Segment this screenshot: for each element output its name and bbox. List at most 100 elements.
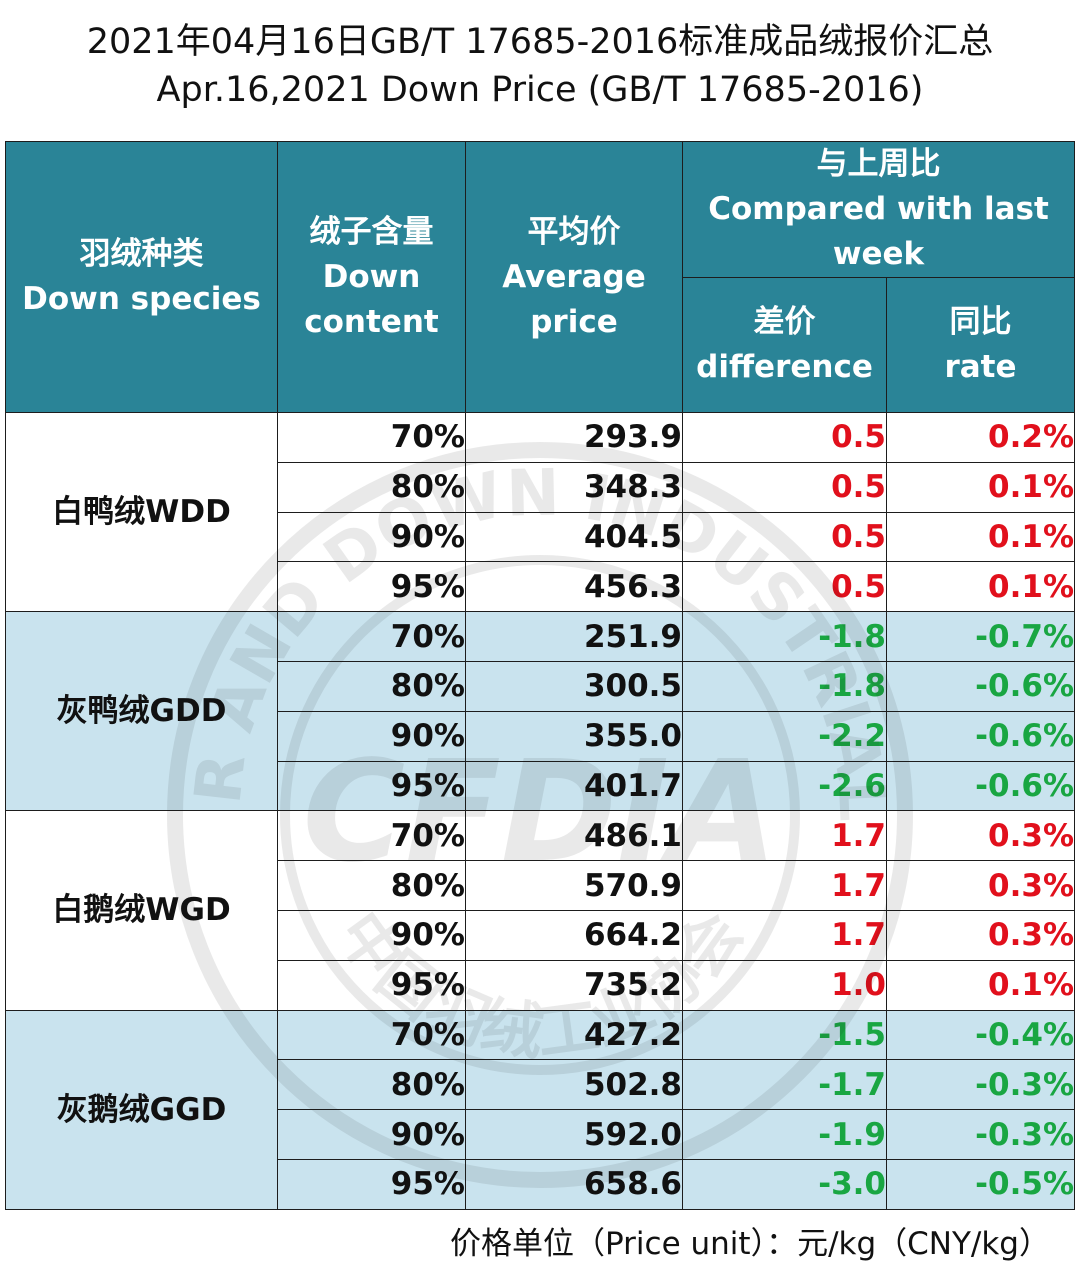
header-diff-en: difference — [696, 349, 873, 385]
price-difference-cell: -3.0 — [682, 1158, 887, 1210]
table-row: 80% 348.3 0.5 0.1% — [6, 461, 1076, 513]
table-row: 95% 735.2 1.0 0.1% — [6, 959, 1076, 1011]
change-rate-cell: 0.1% — [885, 461, 1076, 513]
table-row: 80% 300.5 -1.8 -0.6% — [6, 660, 1076, 712]
down-content-cell: 70% — [277, 810, 466, 862]
change-rate-cell: 0.2% — [885, 412, 1076, 463]
change-rate-cell: 0.1% — [885, 561, 1076, 613]
table-row: 80% 502.8 -1.7 -0.3% — [6, 1059, 1076, 1111]
header-rate-en: rate — [944, 349, 1017, 385]
down-content-cell: 90% — [277, 710, 466, 762]
down-content-cell: 90% — [277, 909, 466, 961]
average-price-cell: 251.9 — [465, 611, 683, 662]
table-row: 白鸭绒WDD 70% 293.9 0.5 0.2% — [5, 411, 1076, 613]
average-price-cell: 502.8 — [465, 1059, 683, 1111]
header-compare-cn: 与上周比 — [816, 146, 941, 182]
table-row: 95% 658.6 -3.0 -0.5% — [6, 1158, 1076, 1210]
price-difference-cell: 0.5 — [682, 561, 887, 613]
change-rate-cell: 0.3% — [885, 909, 1076, 961]
down-content-cell: 70% — [277, 1009, 466, 1061]
change-rate-cell: 0.1% — [885, 959, 1076, 1011]
price-unit-note: 价格单位（Price unit）：元/kg（CNY/kg） — [450, 1226, 1050, 1262]
change-rate-cell: 0.3% — [885, 860, 1076, 911]
change-rate-cell: 0.1% — [885, 511, 1076, 563]
header-diff-cn: 差价 — [753, 304, 816, 340]
header-diff: 差价 difference — [682, 277, 887, 413]
down-content-cell: 80% — [277, 1059, 466, 1111]
down-content-cell: 70% — [277, 611, 466, 662]
table-row: 95% 401.7 -2.6 -0.6% — [6, 760, 1076, 812]
header-compare-en2: week — [832, 236, 925, 272]
table-row: 白鹅绒WGD 70% 486.1 1.7 0.3% — [5, 810, 1076, 1011]
header-species-en: Down species — [22, 281, 261, 317]
average-price-cell: 355.0 — [465, 710, 683, 762]
page-subtitle: Apr.16,2021 Down Price (GB/T 17685-2016) — [156, 70, 924, 110]
change-rate-cell: -0.6% — [885, 760, 1076, 812]
change-rate-cell: -0.3% — [885, 1109, 1076, 1160]
table-row: 灰鹅绒GGD 70% 427.2 -1.5 -0.4% — [5, 1009, 1076, 1210]
down-content-cell: 95% — [277, 760, 466, 812]
change-rate-cell: -0.4% — [885, 1009, 1076, 1061]
average-price-cell: 664.2 — [465, 909, 683, 961]
species-cell: 白鹅绒WGD — [5, 810, 278, 1011]
price-difference-cell: -1.8 — [682, 611, 887, 662]
average-price-cell: 401.7 — [465, 760, 683, 812]
change-rate-cell: 0.3% — [885, 810, 1076, 862]
change-rate-cell: -0.6% — [885, 660, 1076, 712]
header-price-en1: Average — [502, 258, 646, 295]
header-content-en2: content — [304, 303, 439, 340]
average-price-cell: 293.9 — [465, 412, 683, 463]
header-content: 绒子含量 Down content — [277, 141, 466, 413]
header-rate-cn: 同比 — [949, 304, 1012, 340]
header-compare-en1: Compared with last — [708, 191, 1049, 227]
down-content-cell: 90% — [277, 1109, 466, 1160]
header-price-en2: price — [530, 303, 618, 340]
down-content-cell: 95% — [277, 959, 466, 1011]
price-table: 羽绒种类 Down species 绒子含量 Down content 平均价 … — [5, 141, 1076, 1210]
down-content-cell: 80% — [277, 860, 466, 911]
price-difference-cell: 1.7 — [682, 909, 887, 961]
header-rate: 同比 rate — [885, 277, 1076, 413]
species-cell: 灰鹅绒GGD — [5, 1009, 278, 1210]
price-difference-cell: -1.8 — [682, 660, 887, 712]
average-price-cell: 735.2 — [465, 959, 683, 1011]
down-content-cell: 80% — [277, 461, 466, 513]
average-price-cell: 300.5 — [465, 660, 683, 712]
average-price-cell: 486.1 — [465, 810, 683, 862]
change-rate-cell: -0.3% — [885, 1059, 1076, 1111]
average-price-cell: 404.5 — [465, 511, 683, 563]
average-price-cell: 456.3 — [465, 561, 683, 613]
average-price-cell: 570.9 — [465, 860, 683, 911]
price-difference-cell: -2.2 — [682, 710, 887, 762]
header-species-cn: 羽绒种类 — [79, 236, 204, 272]
average-price-cell: 658.6 — [465, 1158, 683, 1210]
price-difference-cell: -1.9 — [682, 1109, 887, 1160]
header-content-en1: Down — [322, 258, 421, 295]
down-content-cell: 95% — [277, 1158, 466, 1210]
species-cell: 灰鸭绒GDD — [5, 611, 278, 812]
price-difference-cell: -1.5 — [682, 1009, 887, 1061]
table-row: 90% 592.0 -1.9 -0.3% — [6, 1109, 1076, 1160]
change-rate-cell: -0.6% — [885, 710, 1076, 762]
price-difference-cell: 0.5 — [682, 461, 887, 513]
price-difference-cell: -2.6 — [682, 760, 887, 812]
change-rate-cell: -0.5% — [885, 1158, 1076, 1210]
down-content-cell: 95% — [277, 561, 466, 613]
average-price-cell: 427.2 — [465, 1009, 683, 1061]
change-rate-cell: -0.7% — [885, 611, 1076, 662]
table-row: 灰鸭绒GDD 70% 251.9 -1.8 -0.7% — [5, 611, 1076, 812]
table-body: 白鸭绒WDD 70% 293.9 0.5 0.2% 80% 348.3 0.5 0.1% 90% 4… — [5, 411, 1076, 1210]
down-content-cell: 70% — [277, 412, 466, 463]
header-compare: 与上周比 Compared with last week — [681, 141, 1076, 278]
price-difference-cell: 1.7 — [682, 860, 887, 911]
table-header: 羽绒种类 Down species 绒子含量 Down content 平均价 … — [5, 141, 1076, 413]
price-difference-cell: 1.7 — [682, 810, 887, 862]
table-row: 80% 570.9 1.7 0.3% — [6, 860, 1076, 911]
header-content-cn: 绒子含量 — [309, 213, 434, 250]
page-title: 2021年04月16日GB/T 17685-2016标准成品绒报价汇总 — [86, 22, 994, 62]
down-content-cell: 90% — [277, 511, 466, 563]
table-row: 95% 456.3 0.5 0.1% — [6, 561, 1076, 613]
down-content-cell: 80% — [277, 660, 466, 712]
header-price-cn: 平均价 — [527, 213, 621, 250]
price-difference-cell: -1.7 — [682, 1059, 887, 1111]
